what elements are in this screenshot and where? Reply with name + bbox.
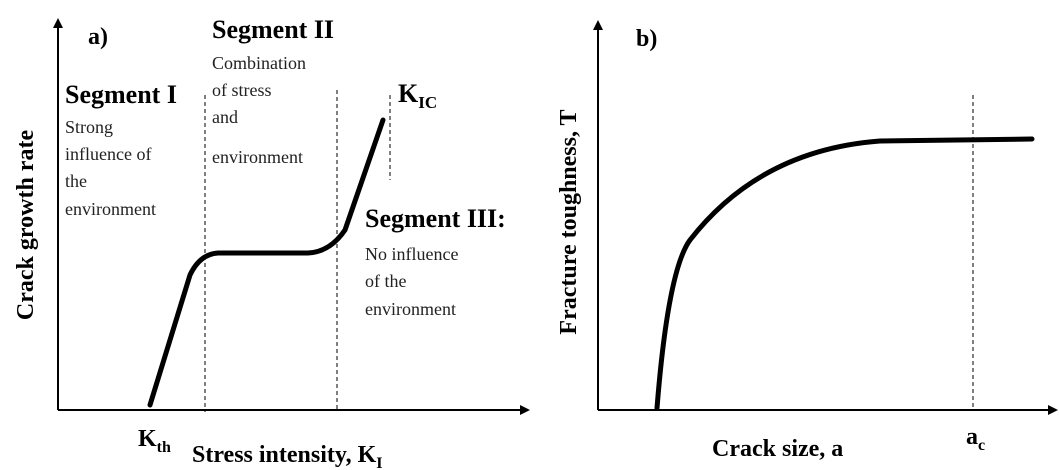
panel-b: b) Fracture toughness, T Crack size, a a…: [556, 20, 1058, 462]
base: Stress intensity, K: [192, 442, 377, 468]
panel-a: a) Crack growth rate Kth Stress intensit…: [13, 15, 530, 470]
segment-title: Segment II: [212, 15, 334, 44]
segment-text: environment: [365, 299, 456, 319]
segment-text: environment: [65, 199, 156, 219]
curve: [147, 117, 386, 408]
critical-label: ac: [966, 424, 985, 454]
segment-text: No influence: [365, 244, 458, 264]
segment-text: of stress: [212, 80, 272, 100]
curve: [654, 136, 1035, 411]
panel-label: b): [636, 26, 657, 52]
segment-text: Combination: [212, 53, 306, 73]
segment-title: Segment III:: [365, 204, 506, 233]
segment-text: Strong: [65, 117, 113, 137]
segment-text: influence of: [65, 144, 151, 164]
y-axis-label: Crack growth rate: [13, 130, 39, 321]
segment-title: Segment I: [65, 80, 177, 109]
segment-text: of the: [365, 271, 406, 291]
segment-text: and: [212, 107, 238, 127]
base: K: [398, 79, 419, 108]
sub: I: [376, 455, 382, 470]
x-axis-label: Stress intensity, KI: [192, 442, 382, 470]
segment-text: environment: [212, 147, 303, 167]
sub: th: [157, 439, 171, 456]
base: a: [966, 424, 978, 450]
base: K: [138, 426, 157, 452]
segment-text: the: [65, 171, 87, 191]
x-axis-label: Crack size, a: [712, 436, 843, 462]
panel-label: a): [88, 24, 108, 50]
threshold-label: Kth: [138, 426, 171, 456]
critical-label: KIC: [398, 79, 437, 112]
sub: IC: [418, 93, 437, 112]
y-axis-label: Fracture toughness, T: [556, 109, 582, 334]
sub: c: [978, 437, 985, 454]
